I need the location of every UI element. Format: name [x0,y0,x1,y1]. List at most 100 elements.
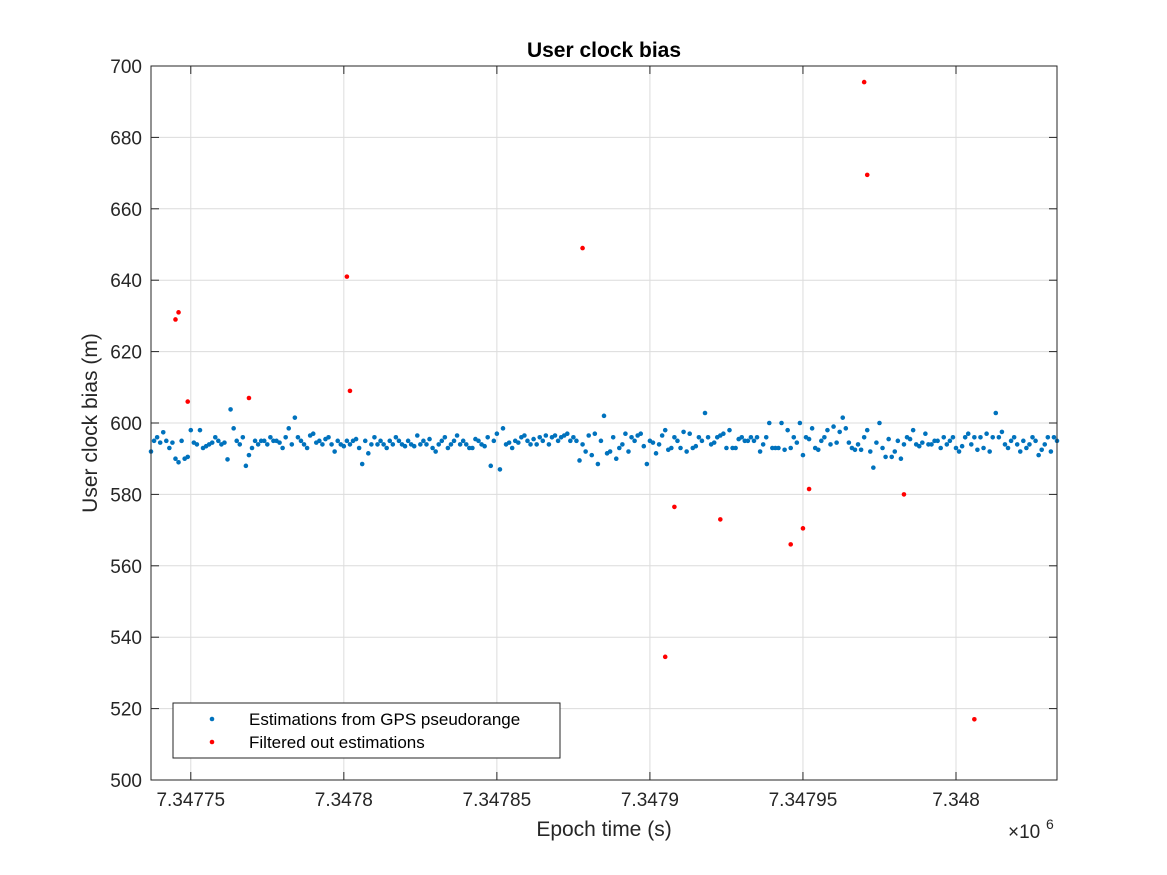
data-point-estimation [356,445,362,451]
data-point-estimation [1008,438,1014,444]
data-point-estimation [592,431,598,437]
x-tick-label: 7.348 [932,790,980,811]
data-point-estimation [151,438,157,444]
data-point-estimation [1002,442,1008,447]
data-point-filtered [580,245,585,251]
data-point-estimation [564,431,570,437]
data-point-estimation [864,427,870,433]
data-point-estimation [981,445,986,451]
data-point-estimation [589,452,595,458]
data-point-estimation [975,447,980,453]
data-point-estimation [855,442,861,447]
data-point-estimation [629,434,634,440]
legend-label-estimations: Estimations from GPS pseudorange [249,710,520,729]
data-point-estimation [595,461,601,467]
data-point-estimation [515,440,521,445]
data-point-estimation [632,438,637,444]
data-point-estimation [359,461,365,467]
data-point-estimation [617,445,622,451]
data-point-estimation [160,429,166,435]
data-point-estimation [889,454,895,460]
data-point-estimation [228,407,233,412]
data-point-estimation [277,440,282,445]
data-point-estimation [246,452,252,458]
data-point-estimation [760,442,766,447]
data-point-estimation [626,449,631,454]
data-point-filtered [864,172,870,178]
x-axis-label: Epoch time (s) [536,818,671,841]
data-point-estimation [724,445,729,451]
data-point-estimation [482,443,487,449]
x-exponent-base: ×10 [1008,822,1040,843]
data-point-estimation [681,429,686,435]
data-point-estimation [822,434,827,440]
data-point-estimation [525,438,530,444]
data-point-estimation [344,438,350,444]
data-point-estimation [552,433,558,438]
y-tick-label: 600 [110,414,142,435]
data-point-estimation [1042,442,1048,447]
data-point-estimation [280,445,285,451]
data-point-estimation [907,436,913,442]
data-point-estimation [439,438,445,444]
data-point-estimation [996,434,1002,440]
data-point-estimation [1017,449,1023,454]
data-point-estimation [173,456,178,462]
data-point-estimation [470,445,475,451]
data-point-estimation [286,426,292,431]
data-point-estimation [460,438,466,444]
data-point-estimation [978,434,983,440]
data-point-estimation [298,438,304,444]
series-estimations [148,407,1060,472]
data-point-estimation [659,433,665,438]
data-point-estimation [984,431,989,437]
data-point-estimation [188,427,194,433]
data-point-estimation [653,451,659,456]
data-point-estimation [1011,434,1017,440]
data-point-estimation [157,440,163,445]
data-point-estimation [393,434,399,440]
data-point-estimation [751,438,757,444]
data-point-filtered [173,317,178,322]
data-point-estimation [745,438,751,444]
data-point-estimation [809,426,815,431]
data-point-filtered [662,654,668,660]
data-point-estimation [993,410,999,416]
data-point-estimation [598,438,604,444]
data-point-estimation [381,442,386,447]
data-point-estimation [179,438,184,444]
data-point-filtered [344,274,350,279]
data-point-estimation [243,463,249,469]
x-tick-label: 7.34785 [463,790,532,811]
x-tick-label: 7.3479 [621,790,679,811]
data-point-estimation [448,442,454,447]
data-point-estimation [583,449,588,454]
x-exponent-power: 6 [1046,816,1054,832]
data-point-estimation [577,458,582,463]
data-point-estimation [641,443,647,449]
data-point-estimation [1021,438,1026,444]
data-point-estimation [886,436,891,442]
data-point-estimation [825,427,830,433]
legend-marker-estimations [209,716,215,722]
data-point-estimation [268,434,273,440]
data-point-estimation [341,443,347,449]
data-point-estimation [779,420,784,426]
data-point-estimation [320,442,325,447]
data-point-estimation [910,427,916,433]
data-point-estimation [806,436,812,442]
legend-label-filtered: Filtered out estimations [249,733,425,752]
data-point-estimation [1045,434,1051,440]
data-point-estimation [754,434,760,440]
data-point-estimation [923,431,928,437]
data-point-filtered [901,492,907,497]
data-point-estimation [1036,452,1041,458]
data-point-estimation [500,426,506,431]
data-point-estimation [457,442,463,447]
data-point-estimation [1024,445,1029,451]
data-point-estimation [693,443,699,449]
data-point-estimation [941,434,947,440]
data-point-estimation [999,429,1005,435]
data-point-estimation [1005,445,1011,451]
